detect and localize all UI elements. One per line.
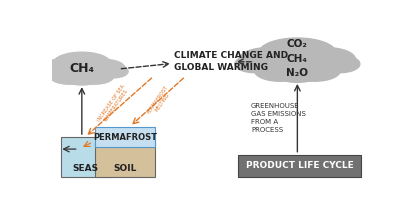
Ellipse shape [75,68,114,84]
Text: PERMAFROST
MELTING: PERMAFROST MELTING [146,84,174,118]
Ellipse shape [99,65,128,78]
Text: GREENHOUSE
GAS EMISSIONS
FROM A
PROCESS: GREENHOUSE GAS EMISSIONS FROM A PROCESS [251,103,306,133]
Ellipse shape [83,59,125,77]
Text: INCREASE OF SEA
TEMPERATURES: INCREASE OF SEA TEMPERATURES [97,84,131,126]
Ellipse shape [50,68,88,84]
Ellipse shape [254,60,306,81]
Text: SOIL: SOIL [113,164,137,173]
Ellipse shape [274,63,321,82]
Text: CH₄: CH₄ [69,62,94,75]
Ellipse shape [53,52,110,75]
Text: PERMAFROST: PERMAFROST [93,132,157,142]
Text: CO₂
CH₄
N₂O: CO₂ CH₄ N₂O [286,39,308,78]
Ellipse shape [235,55,274,73]
FancyBboxPatch shape [95,142,155,177]
Ellipse shape [239,48,295,72]
Text: PRODUCT LIFE CYCLE: PRODUCT LIFE CYCLE [246,161,353,170]
FancyBboxPatch shape [238,155,361,177]
FancyBboxPatch shape [61,137,110,177]
Ellipse shape [289,60,340,81]
Ellipse shape [300,48,356,72]
Text: SEAS: SEAS [73,164,99,173]
Text: CLIMATE CHANGE AND
GLOBAL WARMING: CLIMATE CHANGE AND GLOBAL WARMING [174,51,288,72]
FancyBboxPatch shape [95,128,155,147]
Ellipse shape [259,38,336,68]
Ellipse shape [39,59,80,77]
Ellipse shape [321,55,360,73]
Ellipse shape [64,71,99,85]
Ellipse shape [35,65,64,78]
